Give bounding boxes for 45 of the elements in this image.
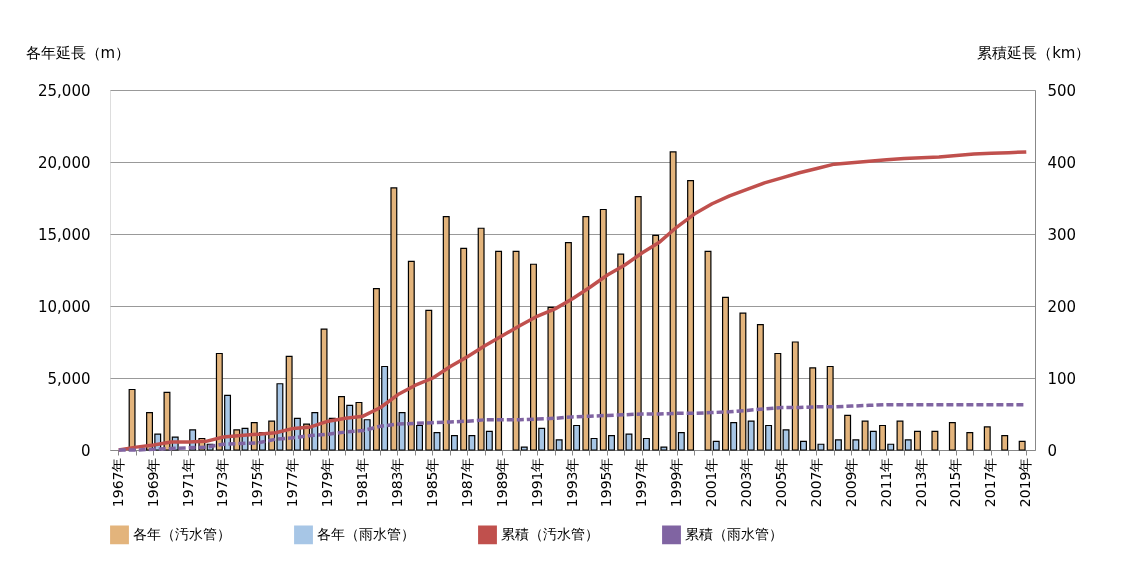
- x-tick-label: 1989年: [493, 457, 510, 508]
- x-tick-label: 1977年: [284, 457, 301, 508]
- y-axis-title: 各年延長（m）: [25, 43, 131, 62]
- x-tick-label: 2005年: [772, 457, 789, 508]
- x-tick-label: 2017年: [982, 457, 999, 508]
- y-tick-label: 10,000: [38, 297, 91, 316]
- x-tick-label: 2019年: [1017, 457, 1034, 508]
- legend-label: 各年（雨水管）: [317, 525, 415, 542]
- x-tick-label: 1967年: [109, 457, 126, 508]
- x-tick-label: 1983年: [388, 457, 405, 508]
- x-tick-label: 2013年: [912, 457, 929, 508]
- y2-tick-label: 200: [1047, 297, 1077, 316]
- y-tick-label: 15,000: [38, 225, 91, 244]
- y2-tick-label: 400: [1047, 153, 1077, 172]
- x-tick-label: 1979年: [319, 457, 336, 508]
- x-tick-label: 1975年: [249, 457, 266, 508]
- y2-tick-label: 500: [1047, 81, 1077, 100]
- x-tick-label: 1997年: [633, 457, 650, 508]
- legend-label: 累積（汚水管）: [501, 525, 599, 542]
- y2-tick-label: 300: [1047, 225, 1077, 244]
- y2-tick-label: 0: [1047, 441, 1058, 460]
- legend-label: 累積（雨水管）: [685, 525, 783, 542]
- x-tick-label: 1987年: [458, 457, 475, 508]
- x-tick-label: 2015年: [947, 457, 964, 508]
- y2-tick-label: 100: [1047, 369, 1077, 388]
- y2-axis-title: 累積延長（km）: [977, 43, 1091, 62]
- x-tick-label: 2011年: [877, 457, 894, 508]
- y-tick-label: 20,000: [38, 153, 91, 172]
- x-tick-label: 1995年: [598, 457, 615, 508]
- y-tick-label: 25,000: [38, 81, 91, 100]
- legend-label: 各年（汚水管）: [133, 525, 231, 542]
- x-tick-label: 2009年: [842, 457, 859, 508]
- y-tick-label: 0: [80, 441, 91, 460]
- x-tick-label: 1973年: [214, 457, 231, 508]
- x-tick-label: 1991年: [528, 457, 545, 508]
- y-tick-label: 5,000: [47, 369, 91, 388]
- x-tick-label: 2007年: [807, 457, 824, 508]
- x-tick-label: 2003年: [738, 457, 755, 508]
- x-tick-label: 1999年: [668, 457, 685, 508]
- x-tick-label: 1993年: [563, 457, 580, 508]
- x-tick-label: 1971年: [179, 457, 196, 508]
- x-tick-label: 1981年: [354, 457, 371, 508]
- x-tick-label: 1985年: [423, 457, 440, 508]
- x-tick-label: 1969年: [144, 457, 161, 508]
- x-tick-label: 2001年: [703, 457, 720, 508]
